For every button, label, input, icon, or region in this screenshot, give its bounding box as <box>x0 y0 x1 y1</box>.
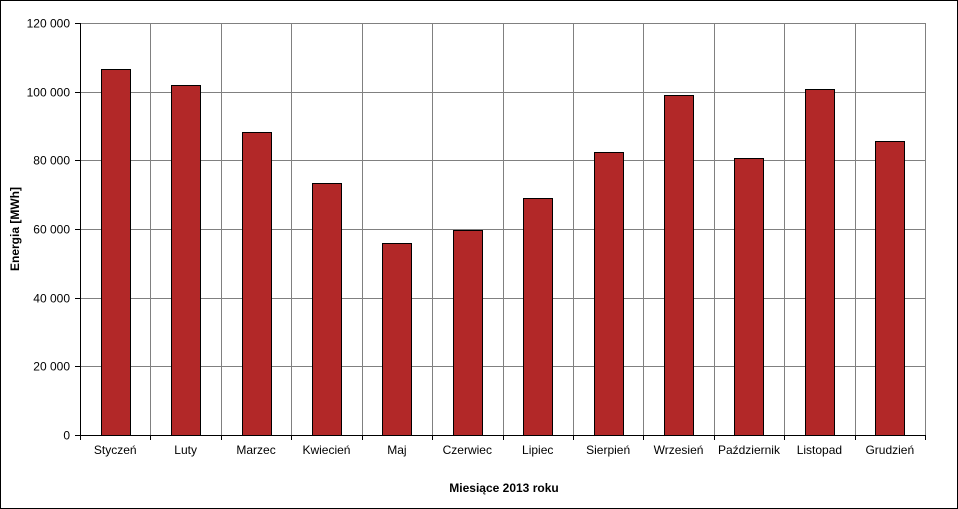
y-tick-label: 20 000 <box>33 360 70 374</box>
bar <box>101 69 131 436</box>
y-tick-label: 120 000 <box>27 17 71 31</box>
x-tick-label: Marzec <box>236 443 275 457</box>
y-tick-label: 80 000 <box>33 154 70 168</box>
y-tick-label: 60 000 <box>33 223 70 237</box>
bars-layer <box>101 69 905 436</box>
bar <box>594 152 624 436</box>
bar <box>875 141 905 436</box>
x-tick-label: Czerwiec <box>443 443 492 457</box>
y-tick-label: 100 000 <box>27 86 71 100</box>
y-tick-label: 0 <box>63 429 70 443</box>
x-tick-label: Styczeń <box>94 443 137 457</box>
labels-layer: 0 20 000 40 000 60 000 80 000 100 000 120 000 S… <box>27 17 915 458</box>
x-tick-label: Maj <box>387 443 406 457</box>
bar <box>664 95 694 436</box>
bar <box>171 85 201 436</box>
bar <box>382 243 412 436</box>
x-tick-label: Kwiecień <box>302 443 350 457</box>
y-tick-label: 40 000 <box>33 292 70 306</box>
x-tick-label: Grudzień <box>865 443 914 457</box>
bar <box>242 132 272 436</box>
x-tick-label: Luty <box>174 443 197 457</box>
x-tick-label: Październik <box>718 443 781 457</box>
bar <box>734 158 764 436</box>
y-axis-title: Energia [MWh] <box>8 187 22 271</box>
x-tick-label: Sierpień <box>586 443 630 457</box>
bar <box>523 198 553 436</box>
x-axis-title: Miesiące 2013 roku <box>449 481 558 495</box>
bar <box>453 230 483 436</box>
bar <box>805 89 835 436</box>
x-tick-label: Listopad <box>797 443 842 457</box>
bar <box>312 183 342 436</box>
x-tick-label: Wrzesień <box>654 443 704 457</box>
grid-layer <box>80 23 926 436</box>
axis-layer <box>75 23 926 440</box>
x-tick-label: Lipiec <box>522 443 553 457</box>
